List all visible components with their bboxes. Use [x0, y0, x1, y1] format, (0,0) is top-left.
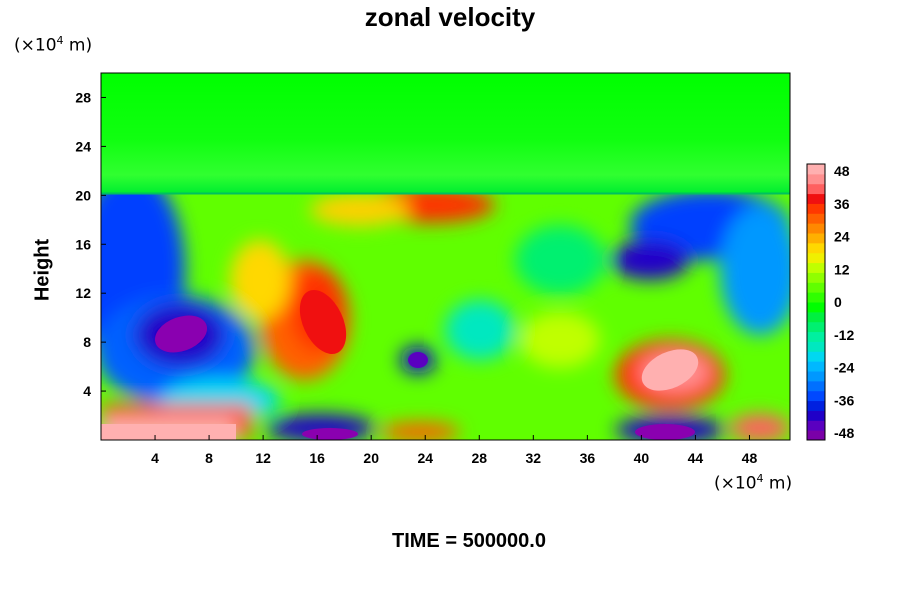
core-pos-2 — [641, 349, 699, 391]
colorbar-swatch — [807, 242, 825, 254]
chart-title: zonal velocity — [364, 2, 536, 32]
colorbar-swatch — [807, 380, 825, 392]
colorbar-swatch — [807, 390, 825, 402]
y-tick-label: 4 — [83, 383, 91, 399]
upper-region — [101, 73, 790, 193]
colorbar-swatch — [807, 252, 825, 264]
colorbar-label: 48 — [834, 163, 850, 179]
colorbar-swatch — [807, 331, 825, 342]
colorbar-swatch — [807, 361, 825, 372]
colorbar-frame — [806, 163, 826, 441]
colorbar-swatch — [807, 203, 825, 214]
time-label: TIME = 500000.0 — [392, 530, 546, 552]
colorbar-swatch — [807, 233, 825, 244]
colorbar-swatch — [807, 213, 825, 224]
colorbar-swatch — [807, 321, 825, 333]
colorbar-swatch — [807, 341, 825, 352]
colorbar-swatch — [807, 371, 825, 382]
colorbar-swatch — [807, 410, 825, 421]
colorbar-swatch — [807, 262, 825, 273]
x-tick-label: 4 — [151, 450, 159, 466]
x-tick-label: 20 — [363, 450, 379, 466]
x-ticks: 4 8 12 16 20 24 28 32 36 40 44 48 — [151, 435, 757, 466]
core-neg-1 — [154, 315, 208, 353]
core-neg-4 — [635, 424, 695, 440]
y-tick-label: 28 — [75, 89, 91, 105]
colorbar-swatch — [807, 351, 825, 362]
colorbar-label: 0 — [834, 294, 842, 310]
colorbar-swatch — [807, 292, 825, 303]
colorbar-swatch — [807, 193, 825, 204]
colorbar-swatch — [807, 400, 825, 411]
y-tick-label: 16 — [75, 236, 91, 252]
x-tick-label: 40 — [634, 450, 650, 466]
y-unit-label: (×104 m) — [14, 34, 93, 56]
x-tick-label: 24 — [417, 450, 433, 466]
colorbar-label: -12 — [834, 327, 854, 343]
y-tick-label: 12 — [75, 285, 91, 301]
x-tick-label: 8 — [205, 450, 213, 466]
colorbar-label: -36 — [834, 392, 854, 408]
colorbar-swatch — [807, 223, 825, 234]
core-pos-1 — [299, 290, 347, 354]
x-tick-label: 12 — [255, 450, 271, 466]
x-tick-label: 16 — [309, 450, 325, 466]
y-tick-label: 8 — [83, 334, 91, 350]
x-tick-label: 32 — [526, 450, 542, 466]
core-pos-3 — [101, 424, 236, 440]
colorbar-swatch — [807, 311, 825, 323]
colorbar-swatch — [807, 302, 825, 313]
colorbar-label: -48 — [834, 425, 854, 441]
colorbar-label: 24 — [834, 229, 850, 245]
colorbar-swatch — [807, 164, 825, 175]
colorbar-swatch — [807, 272, 825, 283]
y-tick-label: 24 — [75, 138, 91, 154]
colorbar-swatch — [807, 173, 825, 185]
y-ticks: 4 8 12 16 20 24 28 — [75, 89, 106, 399]
colorbar-swatch — [807, 430, 825, 441]
colorbar-swatch — [807, 183, 825, 195]
colorbar-label: 36 — [834, 196, 850, 212]
y-tick-label: 20 — [75, 187, 91, 203]
y-axis-label: Height — [31, 238, 54, 302]
x-tick-label: 28 — [471, 450, 487, 466]
colorbar-swatch — [807, 282, 825, 293]
plot-area — [101, 73, 790, 440]
colorbar-label: -24 — [834, 360, 854, 376]
x-unit-label: (×104 m) — [714, 472, 793, 494]
x-tick-label: 48 — [742, 450, 758, 466]
colorbar-swatch — [807, 420, 825, 431]
core-neg-2 — [408, 352, 428, 368]
x-tick-label: 36 — [580, 450, 596, 466]
core-neg-3 — [302, 428, 358, 440]
x-tick-label: 44 — [688, 450, 704, 466]
plot-frame — [100, 72, 791, 441]
colorbar-label: 12 — [834, 261, 850, 277]
colorbar: 48 36 24 12 0 -12 -24 -36 -48 — [806, 163, 854, 441]
